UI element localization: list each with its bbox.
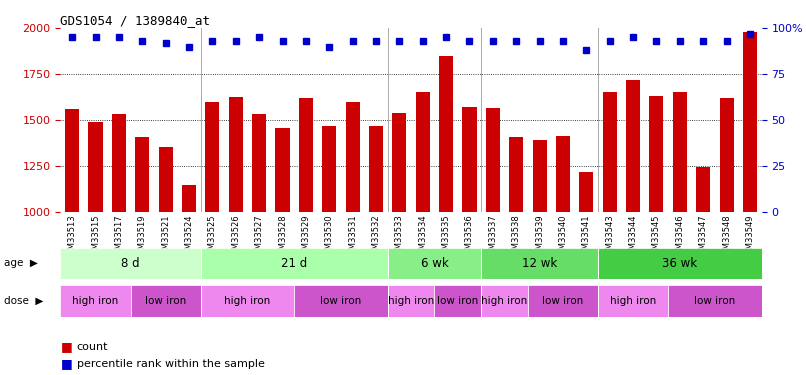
Bar (60, 285, 131, 317)
Bar (206, 102, 219, 212)
Bar (598, 285, 668, 317)
Bar (528, 285, 598, 317)
Bar (509, 136, 523, 212)
Bar (182, 185, 196, 212)
Bar (322, 126, 336, 212)
Bar (276, 128, 289, 212)
Text: percentile rank within the sample: percentile rank within the sample (77, 359, 264, 369)
Bar (439, 56, 453, 212)
Bar (743, 32, 757, 212)
Bar (481, 285, 528, 317)
Bar (201, 248, 388, 279)
Bar (252, 114, 266, 212)
Bar (650, 96, 663, 212)
Text: 36 wk: 36 wk (663, 257, 697, 270)
Bar (135, 136, 149, 212)
Bar (369, 126, 383, 212)
Bar (229, 97, 243, 212)
Bar (603, 93, 617, 212)
Bar (201, 285, 294, 317)
Bar (159, 147, 172, 212)
Text: ■: ■ (60, 357, 73, 370)
Text: high iron: high iron (73, 296, 118, 306)
Text: 6 wk: 6 wk (421, 257, 448, 270)
Text: high iron: high iron (224, 296, 271, 306)
Bar (598, 248, 762, 279)
Text: age  ▶: age ▶ (4, 258, 38, 268)
Bar (65, 109, 79, 212)
Bar (720, 98, 733, 212)
Bar (416, 93, 430, 212)
Text: ■: ■ (60, 340, 73, 353)
Bar (486, 108, 500, 212)
Text: 8 d: 8 d (121, 257, 140, 270)
Text: 21 d: 21 d (281, 257, 307, 270)
Bar (346, 102, 359, 212)
Text: high iron: high iron (388, 296, 434, 306)
Bar (393, 112, 406, 212)
Bar (299, 98, 313, 212)
Bar (388, 285, 434, 317)
Bar (673, 93, 687, 212)
Bar (556, 136, 570, 212)
Bar (434, 285, 481, 317)
Text: low iron: low iron (542, 296, 584, 306)
Bar (112, 114, 126, 212)
Bar (580, 172, 593, 212)
Bar (533, 140, 546, 212)
Text: high iron: high iron (481, 296, 528, 306)
Text: GDS1054 / 1389840_at: GDS1054 / 1389840_at (60, 14, 210, 27)
Bar (60, 248, 201, 279)
Text: low iron: low iron (320, 296, 362, 306)
Bar (626, 80, 640, 212)
Text: low iron: low iron (694, 296, 736, 306)
Bar (668, 285, 762, 317)
Bar (463, 107, 476, 212)
Text: low iron: low iron (437, 296, 479, 306)
Bar (481, 248, 598, 279)
Text: 12 wk: 12 wk (522, 257, 557, 270)
Bar (696, 167, 710, 212)
Text: dose  ▶: dose ▶ (4, 296, 44, 306)
Text: high iron: high iron (610, 296, 656, 306)
Bar (294, 285, 388, 317)
Bar (388, 248, 481, 279)
Bar (131, 285, 201, 317)
Text: count: count (77, 342, 108, 352)
Bar (89, 122, 102, 212)
Text: low iron: low iron (145, 296, 186, 306)
